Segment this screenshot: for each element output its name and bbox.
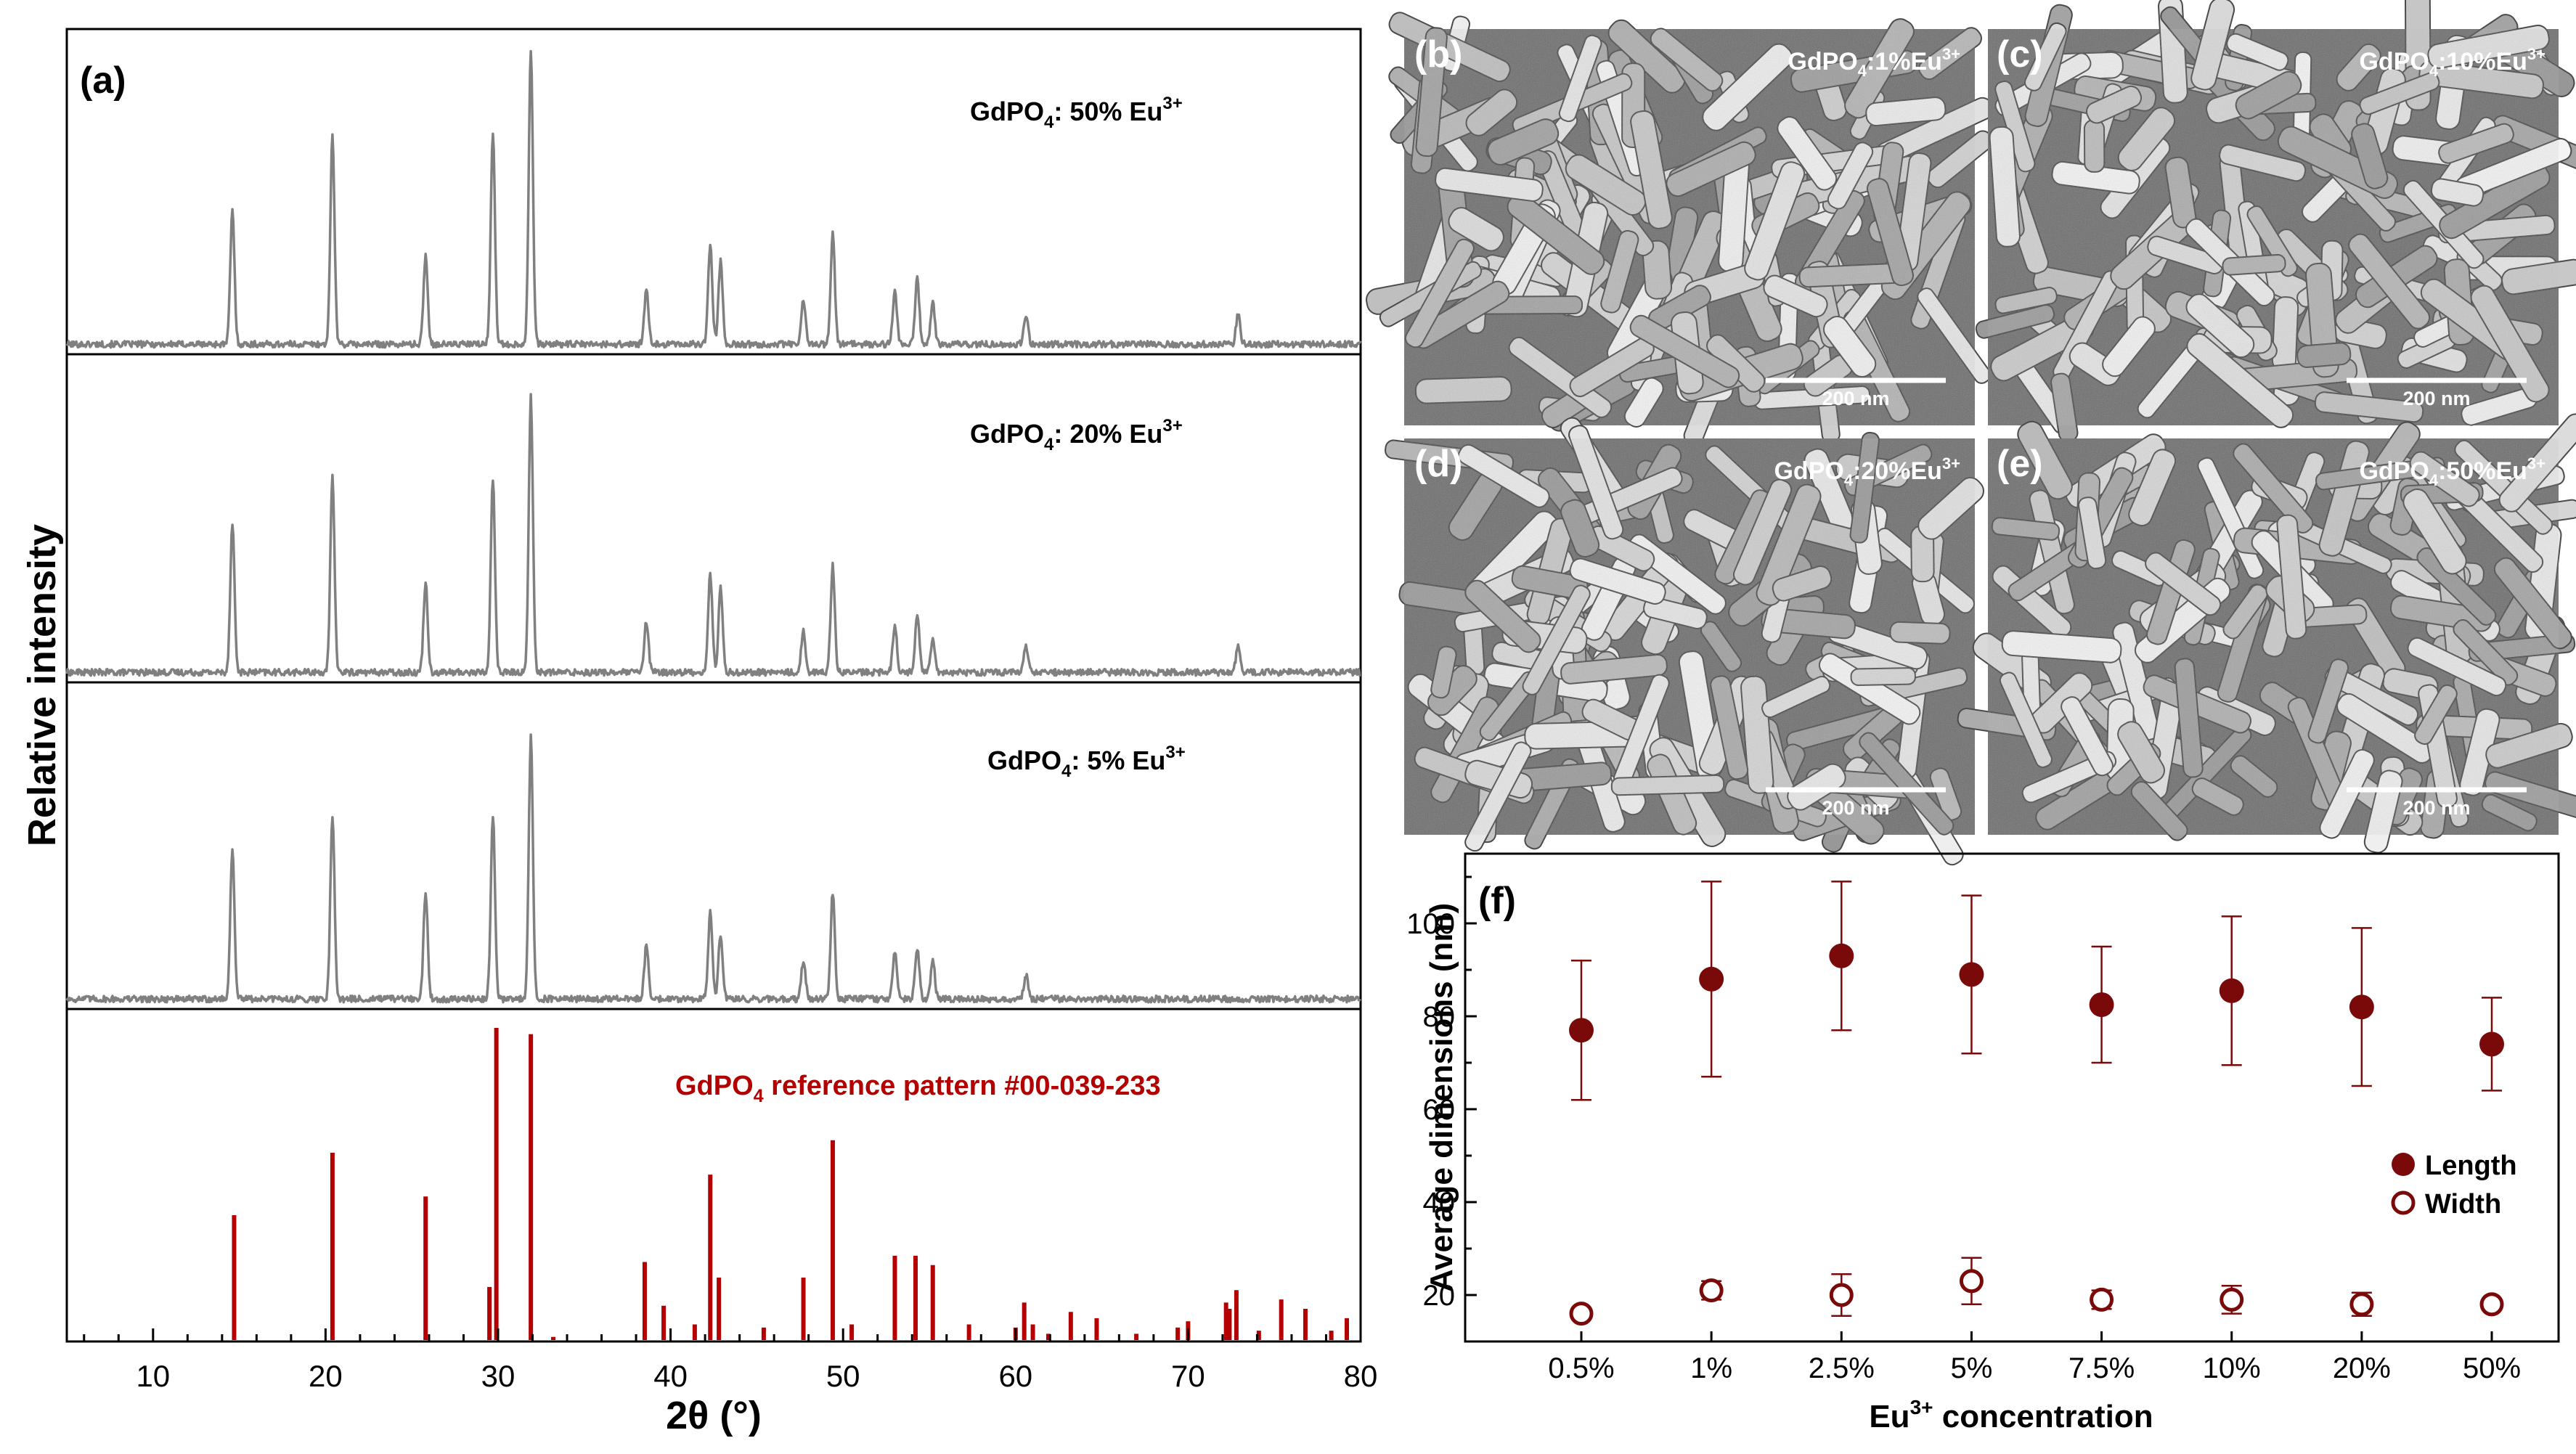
width-point	[1959, 1269, 1984, 1294]
scale-bar-label: 200 nm	[2402, 388, 2470, 409]
width-point	[2349, 1292, 2374, 1317]
sem-image-c: (c) GdPO4:10%Eu3+ 200 nm	[1975, 0, 2576, 442]
x-tick-label: 0.5%	[1548, 1352, 1614, 1384]
x-tick-label: 10%	[2203, 1352, 2261, 1384]
sem-label-d: GdPO4:20%Eu3+	[1774, 454, 1960, 489]
x-tick-label: 20	[309, 1359, 343, 1393]
width-point	[2090, 1287, 2114, 1312]
xrd-frame	[65, 28, 1362, 1343]
xrd-trace	[65, 49, 1362, 349]
y-tick-label: 40	[1423, 1187, 1456, 1219]
panel-label-d: (d)	[1414, 443, 1462, 485]
length-point	[2219, 978, 2244, 1003]
x-tick-label: 50	[826, 1359, 860, 1393]
scale-bar-label: 200 nm	[1822, 797, 1889, 819]
width-point	[1569, 1302, 1594, 1326]
sem-label-e: GdPO4:50%Eu3+	[2359, 454, 2546, 489]
panel-label-c: (c)	[1997, 33, 2043, 75]
series-label-50: GdPO4: 50% Eu3+	[970, 94, 1183, 132]
y-tick-label: 60	[1423, 1094, 1456, 1126]
length-point	[1959, 962, 1984, 987]
sem-image-e: (e) GdPO4:50%Eu3+ 200 nm	[1957, 413, 2576, 854]
sem-image-d: (d) GdPO4:20%Eu3+ 200 nm	[1385, 417, 1984, 866]
panel-label-a: (a)	[80, 60, 126, 102]
x-tick-label: 30	[481, 1359, 515, 1393]
xrd-panel: 10 20 30 40 50 60 70 80 (a) GdPO4: 50% Eu3+ GdP…	[20, 28, 1378, 1437]
dimensions-panel: 20 40 60 80 100 0.5% 1% 2.5% 5% 7.5% 10% 20% 50% (f)…	[1406, 852, 2560, 1434]
dim-y-axis-label: Average dimensions (nm)	[1424, 903, 1459, 1292]
sem-image-b: (b) GdPO4:1%Eu3+ 200 nm	[1366, 12, 1994, 446]
panel-label-e: (e)	[1997, 443, 2043, 485]
x-tick-label: 2.5%	[1809, 1352, 1875, 1384]
scale-bar-label: 200 nm	[1822, 388, 1889, 409]
width-point	[1699, 1278, 1724, 1303]
dim-x-axis-label: Eu3+ concentration	[1869, 1396, 2153, 1434]
legend-marker-width	[2391, 1190, 2416, 1215]
xrd-trace	[65, 733, 1361, 1004]
length-point	[2349, 994, 2374, 1020]
width-point	[1829, 1283, 1854, 1307]
x-tick-label: 5%	[1951, 1352, 1993, 1384]
length-point	[2479, 1032, 2504, 1057]
width-point	[2479, 1292, 2504, 1317]
panel-label-f: (f)	[1478, 880, 1516, 922]
xrd-trace	[65, 393, 1361, 677]
legend-marker-length	[2392, 1153, 2415, 1176]
sem-label-c: GdPO4:10%Eu3+	[2359, 45, 2546, 80]
x-tick-label: 60	[998, 1359, 1032, 1393]
length-point	[1569, 1018, 1594, 1043]
panel-label-b: (b)	[1414, 33, 1462, 75]
y-tick-label: 20	[1423, 1280, 1456, 1312]
series-label-reference: GdPO4 reference pattern #00-039-233	[675, 1071, 1161, 1106]
y-tick-label: 80	[1423, 1001, 1456, 1033]
x-tick-label: 40	[653, 1359, 688, 1393]
legend-label-length: Length	[2425, 1151, 2517, 1181]
xrd-y-axis-label: Relative intensity	[20, 524, 64, 846]
x-tick-label: 80	[1344, 1359, 1378, 1393]
legend: Length Width	[2391, 1151, 2517, 1220]
series-label-20: GdPO4: 20% Eu3+	[970, 416, 1183, 454]
length-point	[1699, 966, 1724, 992]
legend-label-width: Width	[2425, 1189, 2501, 1220]
xrd-x-axis-label: 2θ (°)	[666, 1394, 762, 1437]
width-point	[2220, 1287, 2244, 1312]
length-point	[2089, 992, 2114, 1017]
y-tick-label: 100	[1406, 908, 1455, 940]
x-tick-label: 7.5%	[2068, 1352, 2135, 1384]
x-tick-label: 1%	[1690, 1352, 1732, 1384]
sem-panels: (b) GdPO4:1%Eu3+ 200 nm (c) GdPO4:10%Eu3…	[1366, 0, 2576, 866]
x-tick-label: 20%	[2333, 1352, 2391, 1384]
series-label-5: GdPO4: 5% Eu3+	[987, 743, 1186, 781]
x-tick-label: 50%	[2463, 1352, 2521, 1384]
x-tick-label: 70	[1171, 1359, 1205, 1393]
dim-frame	[1464, 852, 2560, 1343]
scale-bar-label: 200 nm	[2402, 797, 2470, 819]
length-point	[1829, 943, 1854, 968]
sem-label-b: GdPO4:1%Eu3+	[1788, 45, 1960, 80]
x-tick-label: 10	[136, 1359, 170, 1393]
